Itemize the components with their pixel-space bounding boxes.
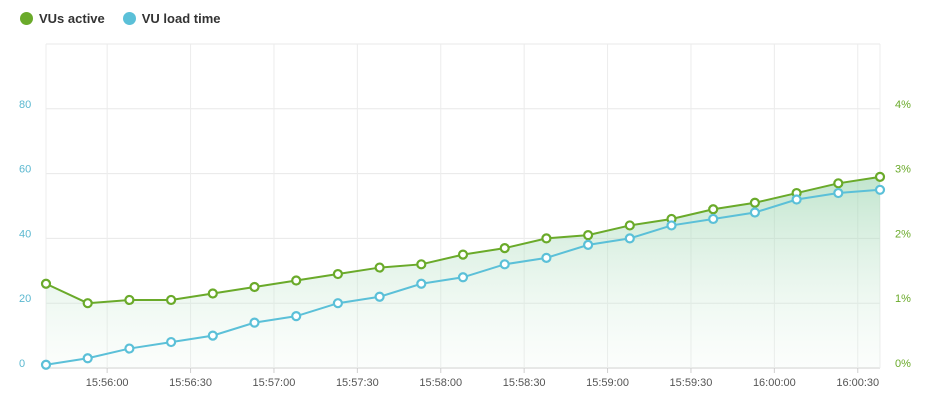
- data-point-vus-active: [541, 233, 552, 244]
- data-point-vu-load-time: [582, 239, 594, 250]
- data-point-vu-load-time: [166, 336, 177, 348]
- data-point-vu-load-time: [82, 353, 93, 364]
- y-right-tick-label: 1%: [895, 293, 911, 305]
- data-point-vus-active: [582, 230, 594, 241]
- data-point-vus-active: [207, 288, 218, 299]
- data-point-vus-active: [833, 178, 844, 189]
- legend-marker-vu-load-time: [122, 11, 136, 25]
- data-point-vus-active: [499, 243, 510, 254]
- data-point-vu-load-time: [874, 184, 886, 195]
- y-left-tick-label: 0: [19, 358, 25, 370]
- data-point-vu-load-time: [541, 252, 552, 263]
- y-right-tick-label: 3%: [895, 164, 911, 176]
- y-right-tick-label: 4%: [895, 99, 911, 111]
- data-point-vus-active: [332, 268, 343, 280]
- data-point-vu-load-time: [291, 311, 302, 322]
- y-left-tick-label: 60: [19, 164, 31, 176]
- x-tick-label: 15:56:30: [169, 377, 212, 389]
- legend-item-vus-active[interactable]: VUs active: [20, 11, 105, 26]
- data-point-vu-load-time: [416, 278, 427, 289]
- data-point-vus-active: [40, 278, 52, 289]
- data-point-vus-active: [249, 281, 260, 293]
- data-point-vus-active: [374, 262, 385, 273]
- y-right-tick-label: 0%: [895, 358, 911, 370]
- chart-legend: VUs active VU load time: [20, 8, 221, 28]
- data-point-vus-active: [708, 204, 719, 215]
- data-point-vu-load-time: [207, 330, 218, 341]
- x-tick-label: 15:57:00: [253, 377, 296, 389]
- data-point-vu-load-time: [374, 291, 385, 302]
- y-left-tick-label: 80: [19, 99, 31, 111]
- data-point-vus-active: [166, 294, 177, 306]
- legend-label-vu-load-time: VU load time: [141, 10, 221, 26]
- data-point-vu-load-time: [708, 213, 719, 225]
- data-point-vu-load-time: [249, 317, 260, 328]
- x-tick-label: 15:58:00: [419, 377, 462, 389]
- data-point-vu-load-time: [499, 259, 510, 270]
- x-tick-label: 15:58:30: [503, 377, 546, 389]
- data-point-vus-active: [874, 171, 886, 182]
- series-points: [40, 171, 886, 370]
- data-point-vu-load-time: [791, 194, 802, 205]
- axes: 15:56:00 15:56:30 15:57:00 15:57:30 15:58:00…: [19, 99, 911, 389]
- legend-marker-vus-active: [20, 11, 33, 25]
- x-tick-label: 16:00:30: [836, 377, 879, 389]
- data-point-vu-load-time: [833, 187, 844, 199]
- x-tick-label: 15:56:00: [86, 377, 129, 389]
- data-point-vu-load-time: [332, 298, 343, 309]
- data-point-vu-load-time: [40, 359, 52, 370]
- data-point-vu-load-time: [624, 233, 635, 244]
- data-point-vu-load-time: [749, 207, 761, 218]
- data-point-vus-active: [624, 220, 635, 231]
- data-point-vus-active: [291, 275, 302, 286]
- data-point-vus-active: [416, 259, 427, 270]
- legend-label-vus-active: VUs active: [39, 10, 105, 26]
- y-left-tick-label: 20: [19, 293, 31, 305]
- x-tick-label: 16:00:00: [753, 377, 796, 389]
- data-point-vus-active: [82, 298, 93, 309]
- data-point-vus-active: [457, 249, 469, 260]
- x-tick-label: 15:59:00: [586, 377, 629, 389]
- x-tick-label: 15:57:30: [336, 377, 379, 389]
- x-tick-label: 15:59:30: [670, 377, 713, 389]
- data-point-vus-active: [749, 197, 761, 208]
- data-point-vu-load-time: [124, 343, 135, 354]
- legend-item-vu-load-time[interactable]: VU load time: [122, 10, 221, 26]
- data-point-vu-load-time: [666, 220, 677, 231]
- data-point-vu-load-time: [457, 272, 469, 283]
- data-point-vus-active: [124, 294, 135, 306]
- y-right-tick-label: 2%: [895, 228, 911, 240]
- y-left-tick-label: 40: [19, 228, 31, 240]
